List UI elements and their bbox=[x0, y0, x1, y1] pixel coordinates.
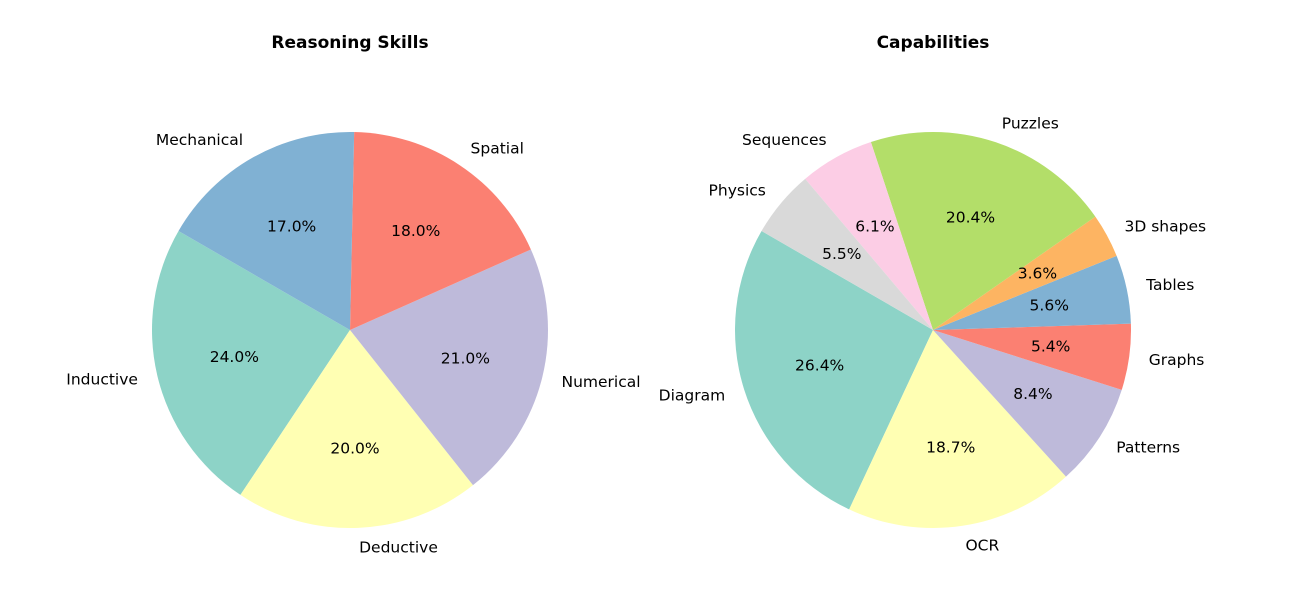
pie-slice-tables bbox=[933, 255, 1131, 330]
pie-slice-deductive bbox=[240, 330, 473, 528]
slice-percent-patterns: 8.4% bbox=[1013, 385, 1052, 403]
slice-label-tables: Tables bbox=[1145, 276, 1194, 294]
slice-percent-numerical: 21.0% bbox=[441, 349, 490, 367]
slice-label-spatial: Spatial bbox=[471, 140, 524, 158]
slice-label-diagram: Diagram bbox=[659, 386, 726, 404]
slice-percent-deductive: 20.0% bbox=[330, 440, 379, 458]
slice-label-numerical: Numerical bbox=[562, 373, 641, 391]
pie-slice-diagram bbox=[734, 231, 933, 510]
pie-slice-graphs bbox=[933, 323, 1131, 390]
pie-slice-sequences bbox=[805, 141, 933, 330]
slice-percent-3d-shapes: 3.6% bbox=[1018, 264, 1057, 282]
slice-label-mechanical: Mechanical bbox=[156, 131, 243, 149]
slice-percent-tables: 5.6% bbox=[1030, 297, 1069, 315]
pie-slice-numerical bbox=[350, 249, 548, 486]
slice-label-graphs: Graphs bbox=[1149, 351, 1205, 369]
pie-slice-3d-shapes bbox=[933, 216, 1117, 330]
slice-percent-mechanical: 17.0% bbox=[267, 217, 316, 235]
capabilities-pie-chart: Capabilities Diagram 26.4% OCR 18.7% Pattern… bbox=[659, 33, 1206, 554]
slice-percent-puzzles: 20.4% bbox=[946, 208, 995, 226]
slice-label-3d-shapes: 3D shapes bbox=[1125, 217, 1207, 235]
pie-slice-patterns bbox=[933, 330, 1122, 477]
slice-percent-inductive: 24.0% bbox=[210, 348, 259, 366]
slice-percent-diagram: 26.4% bbox=[795, 357, 844, 375]
slice-percent-graphs: 5.4% bbox=[1031, 337, 1070, 355]
pie-slice-physics bbox=[761, 178, 933, 330]
pie-slice-inductive bbox=[152, 231, 350, 495]
slice-percent-spatial: 18.0% bbox=[391, 222, 440, 240]
slice-percent-ocr: 18.7% bbox=[926, 438, 975, 456]
slice-label-patterns: Patterns bbox=[1116, 439, 1180, 457]
slice-label-physics: Physics bbox=[709, 181, 766, 199]
chart-title: Reasoning Skills bbox=[271, 33, 428, 53]
slice-label-inductive: Inductive bbox=[66, 371, 138, 389]
chart-title: Capabilities bbox=[877, 33, 990, 53]
pie-slice-ocr bbox=[849, 330, 1066, 528]
slice-percent-sequences: 6.1% bbox=[855, 217, 894, 235]
slice-percent-physics: 5.5% bbox=[822, 245, 861, 263]
reasoning-skills-pie-chart: Reasoning Skills Inductive 24.0% Deductive… bbox=[66, 33, 640, 557]
slice-label-sequences: Sequences bbox=[742, 131, 827, 149]
slice-label-puzzles: Puzzles bbox=[1002, 114, 1059, 132]
pie-slice-puzzles bbox=[870, 132, 1096, 330]
slice-label-deductive: Deductive bbox=[359, 539, 438, 557]
slice-label-ocr: OCR bbox=[965, 536, 999, 554]
pie-slice-mechanical bbox=[178, 132, 355, 330]
pie-slice-spatial bbox=[350, 132, 531, 330]
